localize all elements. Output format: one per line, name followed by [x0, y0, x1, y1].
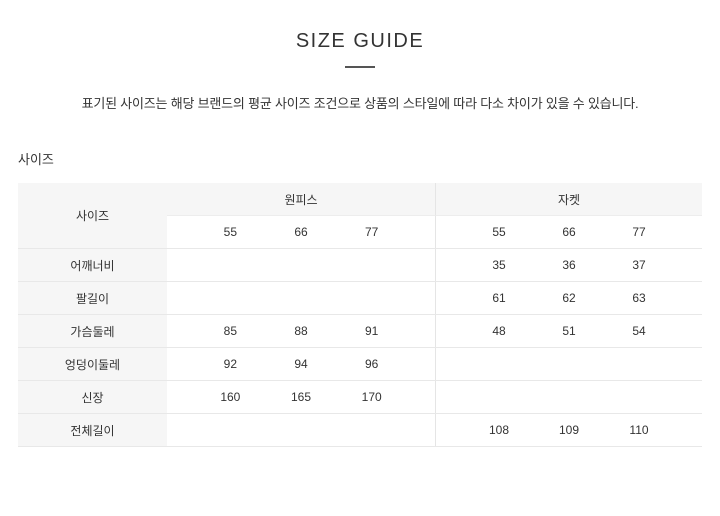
group-header-jacket: 자켓 [435, 183, 702, 216]
corner-cell-size: 사이즈 [18, 183, 167, 249]
table-row-arm-length: 팔길이 61 62 63 [18, 282, 702, 315]
cell-value [464, 381, 534, 413]
table-header: 사이즈 원피스 자켓 55 66 77 55 66 77 [18, 183, 702, 249]
size-header-value: 77 [632, 225, 646, 239]
size-table: 사이즈 원피스 자켓 55 66 77 55 66 77 [18, 183, 702, 447]
onepiece-cells [167, 414, 435, 446]
group-header-row: 원피스 자켓 [167, 183, 702, 216]
cell-value: 54 [632, 324, 646, 338]
jacket-cells: 35 36 37 [435, 249, 702, 281]
cell-value: 61 [492, 291, 506, 305]
row-label: 엉덩이둘레 [18, 348, 167, 380]
cell-value: 36 [562, 258, 576, 272]
cell-value: 63 [632, 291, 646, 305]
cell-value: 51 [562, 324, 576, 338]
cell-value: 109 [558, 423, 580, 437]
table-row-total-length: 전체길이 108 109 110 [18, 414, 702, 447]
size-header-value: 55 [492, 225, 506, 239]
table-row-chest: 가슴둘레 85 88 91 48 51 54 [18, 315, 702, 348]
cell-value [336, 414, 407, 446]
row-label: 팔길이 [18, 282, 167, 314]
cell-value [266, 249, 337, 281]
cell-value [534, 381, 604, 413]
cell-value [534, 348, 604, 380]
row-label: 신장 [18, 381, 167, 413]
size-header-value: 66 [562, 225, 576, 239]
page-title: SIZE GUIDE [295, 30, 425, 52]
cell-value: 160 [220, 390, 241, 404]
jacket-cells [435, 381, 702, 413]
table-row-hip: 엉덩이둘레 92 94 96 [18, 348, 702, 381]
cell-value [195, 282, 266, 314]
cell-value [266, 282, 337, 314]
jacket-cells: 108 109 110 [435, 414, 702, 446]
table-row-shoulder: 어깨너비 35 36 37 [18, 249, 702, 282]
cell-value: 170 [361, 390, 382, 404]
onepiece-cells [167, 249, 435, 281]
cell-value [604, 381, 674, 413]
jacket-cells: 48 51 54 [435, 315, 702, 347]
cell-value [336, 282, 407, 314]
cell-value: 165 [290, 390, 312, 404]
cell-value [266, 414, 337, 446]
cell-value: 110 [629, 423, 649, 437]
title-divider-bar [345, 66, 375, 68]
cell-value: 91 [365, 324, 379, 338]
jacket-size-cells: 55 66 77 [435, 216, 702, 248]
cell-value: 35 [492, 258, 506, 272]
cell-value [336, 249, 407, 281]
group-header-onepiece: 원피스 [167, 183, 435, 216]
jacket-cells: 61 62 63 [435, 282, 702, 314]
size-header-value: 66 [294, 225, 308, 239]
cell-value: 94 [294, 357, 308, 371]
onepiece-size-cells: 55 66 77 [167, 216, 435, 248]
table-header-right: 원피스 자켓 55 66 77 55 66 77 [167, 183, 702, 249]
onepiece-cells [167, 282, 435, 314]
guide-description: 표기된 사이즈는 해당 브랜드의 평균 사이즈 조건으로 상품의 스타일에 따라… [81, 96, 639, 111]
size-header-value: 55 [223, 225, 238, 239]
size-header-value: 77 [365, 225, 379, 239]
cell-value [195, 249, 266, 281]
section-label-size: 사이즈 [18, 152, 54, 167]
cell-value: 88 [294, 324, 308, 338]
cell-value: 92 [223, 357, 238, 371]
size-number-row: 55 66 77 55 66 77 [167, 216, 702, 249]
cell-value: 85 [223, 324, 238, 338]
row-label: 어깨너비 [18, 249, 167, 281]
cell-value [195, 414, 266, 446]
table-row-height: 신장 160 165 170 [18, 381, 702, 414]
cell-value: 37 [632, 258, 646, 272]
cell-value [604, 348, 674, 380]
cell-value: 96 [365, 357, 379, 371]
cell-value [464, 348, 534, 380]
cell-value: 108 [488, 423, 510, 437]
cell-value: 62 [562, 291, 576, 305]
cell-value: 48 [492, 324, 506, 338]
row-label: 전체길이 [18, 414, 167, 446]
onepiece-cells: 92 94 96 [167, 348, 435, 380]
onepiece-cells: 160 165 170 [167, 381, 435, 413]
jacket-cells [435, 348, 702, 380]
onepiece-cells: 85 88 91 [167, 315, 435, 347]
row-label: 가슴둘레 [18, 315, 167, 347]
